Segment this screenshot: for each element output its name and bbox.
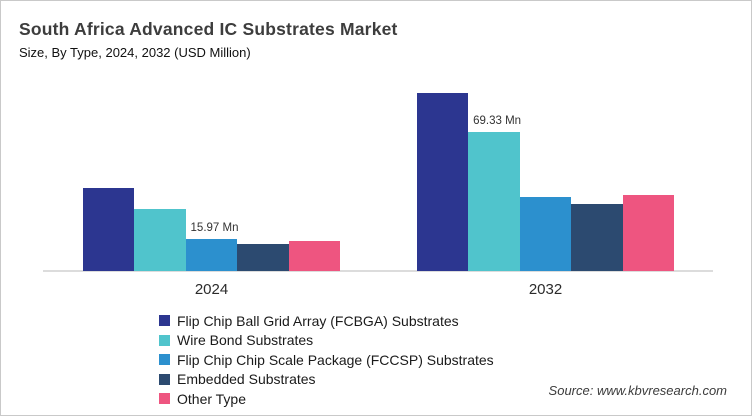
legend-swatch-icon (159, 354, 170, 366)
legend-swatch-icon (159, 334, 170, 346)
legend-swatch-icon (159, 373, 170, 385)
legend-item-flip-chip-ball-grid-array-fcbga-substrates: Flip Chip Ball Grid Array (FCBGA) Substr… (159, 311, 494, 331)
legend-item-wire-bond-substrates: Wire Bond Substrates (159, 331, 494, 351)
legend-label: Other Type (177, 390, 247, 407)
bar-2024-flip-chip-ball-grid-array-fcbga-substrates (83, 188, 135, 271)
legend-item-flip-chip-chip-scale-package-fccsp-substrates: Flip Chip Chip Scale Package (FCCSP) Sub… (159, 350, 494, 370)
bar-2032-other-type (622, 195, 674, 271)
legend-label: Flip Chip Chip Scale Package (FCCSP) Sub… (177, 351, 494, 368)
bar-2032-embedded-substrates (571, 203, 623, 271)
data-label-2024-flip-chip-chip-scale-package-fccsp-substrates: 15.97 Mn (190, 222, 239, 235)
bar-2024-wire-bond-substrates (134, 208, 186, 271)
data-label-2032-wire-bond-substrates: 69.33 Mn (473, 115, 522, 128)
source-credit: Source: www.kbvresearch.com (548, 383, 727, 398)
legend-swatch-icon (159, 393, 170, 405)
bar-2024-other-type (288, 240, 340, 271)
legend-item-other-type: Other Type (159, 389, 494, 409)
bar-2024-flip-chip-chip-scale-package-fccsp-substrates (185, 239, 238, 271)
bar-2024-embedded-substrates (237, 244, 289, 271)
chart-subtitle: Size, By Type, 2024, 2032 (USD Million) (19, 45, 251, 60)
x-axis-label-2024: 2024 (194, 281, 229, 298)
x-axis-line (43, 270, 713, 272)
legend-label: Flip Chip Ball Grid Array (FCBGA) Substr… (177, 312, 459, 329)
legend-item-embedded-substrates: Embedded Substrates (159, 370, 494, 390)
bar-2032-wire-bond-substrates (468, 132, 520, 271)
chart-title: South Africa Advanced IC Substrates Mark… (19, 19, 398, 39)
legend-swatch-icon (159, 315, 170, 327)
bar-2032-flip-chip-chip-scale-package-fccsp-substrates (519, 196, 572, 271)
legend-label: Wire Bond Substrates (177, 332, 314, 349)
legend: Flip Chip Ball Grid Array (FCBGA) Substr… (159, 311, 494, 409)
x-axis-label-2032: 2032 (528, 281, 563, 298)
bar-2032-flip-chip-ball-grid-array-fcbga-substrates (417, 93, 469, 271)
legend-label: Embedded Substrates (177, 371, 316, 388)
